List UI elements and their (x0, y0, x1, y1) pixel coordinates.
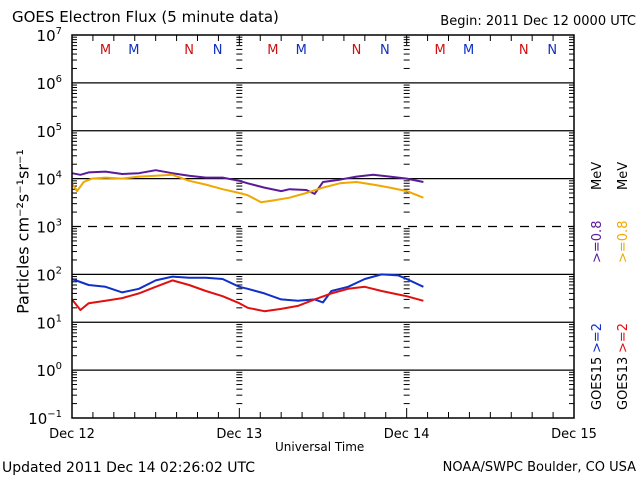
chart-title: GOES Electron Flux (5 minute data) (12, 8, 279, 26)
y-tick-exponent: 4 (56, 170, 62, 181)
y-tick-base: 10 (37, 75, 56, 93)
y-tick-label: 101 (37, 313, 62, 332)
credit-label: NOAA/SWPC Boulder, CO USA (442, 460, 636, 475)
y-tick-label: 102 (37, 265, 62, 284)
local-time-marker: M (296, 43, 307, 58)
y-tick-label: 10−1 (28, 409, 62, 428)
updated-timestamp: Updated 2011 Dec 14 02:26:02 UTC (2, 460, 256, 476)
legend-goes15-high: >=0.8 (590, 220, 605, 263)
y-tick-label: 106 (37, 74, 62, 93)
y-tick-base: 10 (37, 219, 56, 237)
local-time-marker: N (547, 43, 557, 58)
y-tick-base: 10 (37, 123, 56, 141)
legend-goes15-satellite: GOES15 (590, 356, 605, 410)
y-tick-label: 103 (37, 218, 62, 237)
y-tick-label: 104 (37, 170, 62, 189)
series-line-3 (71, 279, 424, 313)
local-time-marker: N (519, 43, 529, 58)
y-tick-exponent: 5 (56, 122, 62, 133)
y-tick-base: 10 (37, 266, 56, 284)
legend-goes13-low: >=2 (616, 322, 631, 353)
legend-goes13-unit: MeV (616, 161, 631, 190)
local-time-marker: N (352, 43, 362, 58)
series-line-0 (71, 169, 424, 195)
x-tick-label: Dec 13 (216, 427, 262, 442)
local-time-marker: M (100, 43, 111, 58)
begin-label: Begin: 2011 Dec 12 0000 UTC (440, 14, 636, 29)
y-tick-base: 10 (37, 171, 56, 189)
x-tick-label: Dec 12 (49, 427, 95, 442)
local-time-marker: M (463, 43, 474, 58)
x-tick-label: Dec 14 (384, 427, 430, 442)
y-tick-exponent: 0 (56, 361, 62, 372)
legend-goes13-satellite: GOES13 (616, 356, 631, 410)
plot-frame (71, 34, 575, 419)
legend-goes15-low: >=2 (590, 322, 605, 353)
series-line-1 (71, 173, 424, 204)
local-time-marker: N (213, 43, 223, 58)
x-tick-label: Dec 15 (551, 427, 597, 442)
y-tick-base: 10 (28, 410, 47, 428)
y-tick-base: 10 (37, 27, 56, 45)
legend-goes13-high: >=0.8 (616, 220, 631, 263)
y-tick-exponent: 7 (56, 26, 62, 37)
y-tick-exponent: 6 (56, 74, 62, 85)
local-time-marker: N (380, 43, 390, 58)
y-tick-base: 10 (37, 314, 56, 332)
y-tick-exponent: 1 (56, 313, 62, 324)
y-tick-label: 105 (37, 122, 62, 141)
local-time-marker: M (267, 43, 278, 58)
y-tick-exponent: 3 (56, 218, 62, 229)
local-time-marker: M (128, 43, 139, 58)
y-tick-label: 107 (37, 26, 62, 45)
local-time-marker: N (184, 43, 194, 58)
y-tick-base: 10 (37, 362, 56, 380)
y-tick-exponent: −1 (47, 409, 62, 420)
x-axis-label: Universal Time (275, 440, 365, 454)
local-time-marker: M (435, 43, 446, 58)
y-tick-label: 100 (37, 361, 62, 380)
y-tick-exponent: 2 (56, 265, 62, 276)
legend-goes15-unit: MeV (590, 161, 605, 190)
series-line-2 (71, 273, 424, 304)
